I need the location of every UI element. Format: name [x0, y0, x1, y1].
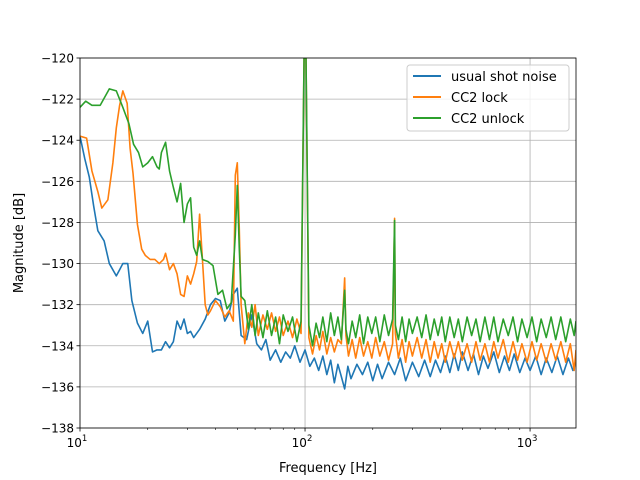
x-tick-label: 103 [517, 434, 538, 450]
y-tick-label: −124 [41, 134, 74, 148]
plot-frame [79, 57, 577, 429]
series-line-cc2-unlock [80, 58, 576, 347]
series-line-usual-shot-noise [80, 135, 576, 390]
legend: usual shot noise CC2 lock CC2 unlock [406, 64, 570, 132]
x-tick-label-base: 10 [517, 436, 532, 450]
x-tick-label-exponent: 1 [82, 434, 87, 444]
y-axis-label: Magnitude [dB] [12, 193, 27, 293]
y-tick-label: −130 [41, 257, 74, 271]
x-tick-label: 102 [292, 434, 313, 450]
legend-label-usual-shot-noise: usual shot noise [451, 70, 557, 85]
axis-ticks: −120 −122 −124 −126 −128 −130 −132 −134 −136 −138… [41, 52, 537, 451]
x-tick-label: 101 [67, 434, 88, 450]
legend-label-cc2-lock: CC2 lock [451, 91, 508, 106]
y-tick-label: −136 [41, 380, 74, 394]
legend-box [406, 64, 570, 132]
x-tick-label-exponent: 3 [532, 434, 537, 444]
y-tick-label: −138 [41, 422, 74, 436]
y-tick-label: −126 [41, 175, 74, 189]
legend-label-cc2-unlock: CC2 unlock [451, 112, 525, 127]
x-tick-label-exponent: 2 [307, 434, 312, 444]
y-tick-label: −132 [41, 298, 74, 312]
x-axis-label: Frequency [Hz] [279, 461, 377, 476]
x-tick-label-base: 10 [292, 436, 307, 450]
y-tick-label: −120 [41, 52, 74, 66]
x-tick-label-base: 10 [67, 436, 82, 450]
y-tick-label: −134 [41, 339, 74, 353]
series-lines [80, 58, 576, 390]
y-tick-label: −122 [41, 93, 74, 107]
y-tick-label: −128 [41, 216, 74, 230]
series-line-cc2-lock [80, 58, 576, 372]
